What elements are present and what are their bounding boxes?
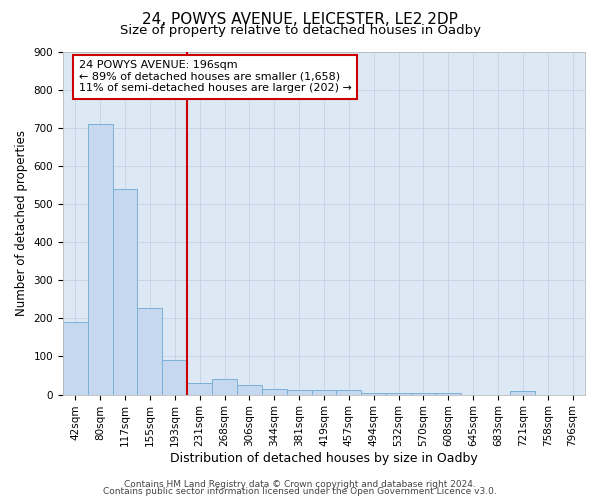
Bar [511,391,535,394]
Bar [212,380,237,394]
Text: Contains HM Land Registry data © Crown copyright and database right 2024.: Contains HM Land Registry data © Crown c… [124,480,476,489]
Bar [436,392,461,394]
Bar [137,308,163,394]
Bar [386,392,411,394]
Text: 24 POWYS AVENUE: 196sqm
← 89% of detached houses are smaller (1,658)
11% of semi: 24 POWYS AVENUE: 196sqm ← 89% of detache… [79,60,352,94]
Bar [287,390,311,394]
Bar [411,392,436,394]
Bar [311,390,337,394]
Bar [88,124,113,394]
Bar [63,322,88,394]
Bar [361,392,386,394]
Bar [113,188,137,394]
Bar [337,390,361,394]
Text: Size of property relative to detached houses in Oadby: Size of property relative to detached ho… [119,24,481,37]
Y-axis label: Number of detached properties: Number of detached properties [15,130,28,316]
Text: 24, POWYS AVENUE, LEICESTER, LE2 2DP: 24, POWYS AVENUE, LEICESTER, LE2 2DP [142,12,458,28]
Bar [163,360,187,394]
X-axis label: Distribution of detached houses by size in Oadby: Distribution of detached houses by size … [170,452,478,465]
Bar [262,389,287,394]
Bar [187,383,212,394]
Text: Contains public sector information licensed under the Open Government Licence v3: Contains public sector information licen… [103,488,497,496]
Bar [237,384,262,394]
